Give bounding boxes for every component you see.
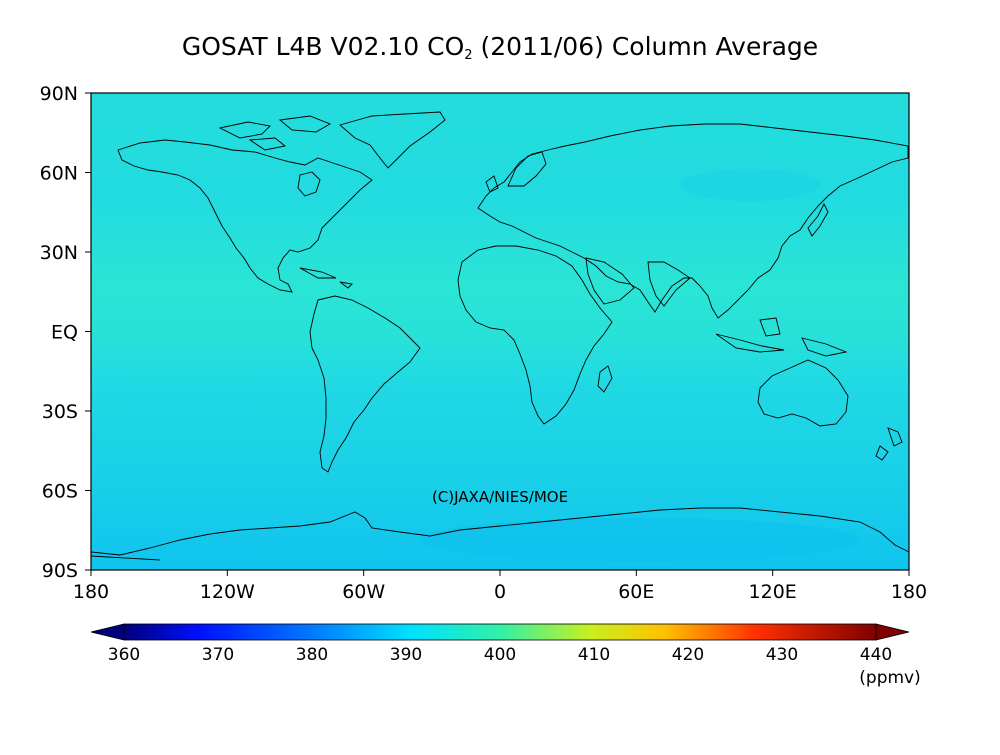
colorbar-tick-label: 380: [296, 645, 328, 665]
y-tick-label: 30N: [40, 242, 78, 264]
colorbar-right-arrow: [875, 623, 910, 641]
colorbar: 360 370 380 390 400 410 420 430 440 (ppm…: [90, 623, 921, 688]
colorbar-tick-label: 370: [202, 645, 234, 665]
y-tick-label: 90N: [40, 83, 78, 105]
x-tick-label: 180: [891, 581, 927, 603]
y-tick-label: 60N: [40, 163, 78, 185]
copyright-watermark: (C)JAXA/NIES/MOE: [432, 488, 568, 506]
colorbar-tick-label: 420: [672, 645, 704, 665]
field-blob-siberia: [680, 169, 820, 201]
x-tick-label: 120E: [749, 581, 797, 603]
colorbar-unit-label: (ppmv): [859, 668, 920, 688]
y-tick-label: 60S: [42, 481, 78, 503]
x-tick-label: 60W: [342, 581, 385, 603]
colorbar-tick-label: 360: [108, 645, 140, 665]
x-tick-label: 120W: [200, 581, 255, 603]
colorbar-tick-label: 430: [766, 645, 798, 665]
x-axis: 180 120W 60W 0 60E 120E 180: [73, 570, 927, 603]
colorbar-tick-label: 400: [484, 645, 516, 665]
y-tick-label: EQ: [51, 322, 78, 344]
x-tick-label: 0: [494, 581, 506, 603]
colorbar-tick-label: 390: [390, 645, 422, 665]
field-blob-antarctic: [420, 518, 860, 562]
coastlines: [90, 111, 910, 561]
x-tick-label: 60E: [618, 581, 654, 603]
colorbar-gradient: [123, 623, 877, 641]
y-tick-label: 30S: [42, 401, 78, 423]
y-tick-label: 90S: [42, 560, 78, 582]
x-tick-label: 180: [73, 581, 109, 603]
chart-title: GOSAT L4B V02.10 CO2 (2011/06) Column Av…: [182, 32, 818, 63]
colorbar-tick-label: 440: [860, 645, 892, 665]
colorbar-left-arrow: [90, 623, 125, 641]
y-axis: 90N 60N 30N EQ 30S 60S 90S: [40, 83, 91, 582]
colorbar-tick-label: 410: [578, 645, 610, 665]
map-panel: (C)JAXA/NIES/MOE: [90, 92, 910, 571]
